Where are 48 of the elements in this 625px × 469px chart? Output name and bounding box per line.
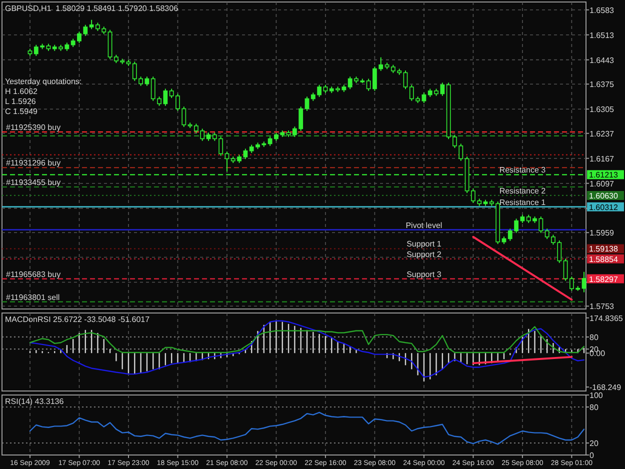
y-tick-label: 174.8365 — [590, 314, 624, 323]
y-tick-label: 1.6513 — [590, 30, 615, 40]
annotation: H 1.6062 — [5, 87, 38, 96]
ref-line-label: 1.60630 — [589, 191, 618, 200]
y-tick-label: 1.6583 — [590, 6, 615, 15]
y-tick-label: 1.6375 — [590, 80, 615, 90]
ref-line-label: 1.61213 — [589, 170, 618, 180]
chart-title: GBPUSD,H1 1.58029 1.58491 1.57920 1.58306 — [5, 4, 179, 13]
annotation: #11965683 buy — [6, 270, 61, 279]
y-tick-label: 20 — [590, 439, 599, 448]
line-series — [29, 326, 585, 354]
chart-title: RSI(14) 43.3136 — [5, 397, 64, 406]
annotation: Support 1 — [406, 240, 442, 249]
annotation: L 1.5926 — [5, 97, 36, 106]
y-tick-label: 80 — [590, 332, 599, 342]
y-tick-label: 1.5753 — [590, 302, 615, 312]
y-tick-label: 80 — [590, 403, 599, 412]
annotation: Resistance 2 — [499, 186, 546, 196]
y-tick-label: 1.6305 — [590, 105, 615, 114]
y-tick-label: 1.5959 — [590, 228, 615, 238]
annotation: Pivot level — [406, 220, 442, 230]
annotation: #11963801 sell — [6, 292, 60, 302]
y-tick-label: 100 — [590, 391, 604, 400]
candlestick — [422, 92, 426, 104]
ref-line-label: 1.58297 — [589, 274, 618, 284]
line-series — [29, 412, 585, 445]
y-tick-label: 1.6097 — [590, 179, 615, 188]
annotation: C 1.5949 — [5, 107, 38, 116]
candlestick — [304, 96, 310, 112]
chart-title: MACDonRSI 25.6722 -33.5048 -51.6017 — [5, 315, 150, 324]
annotation: Support 2 — [406, 250, 442, 259]
y-tick-label: 1.6167 — [590, 154, 615, 164]
ref-line-label: 1.58854 — [589, 254, 618, 264]
annotation: Yesterday quotations: — [5, 77, 82, 86]
annotation: Support 3 — [406, 270, 442, 279]
y-tick-label: 1.6237 — [590, 129, 615, 138]
annotation: #11925390 buy — [6, 122, 61, 132]
annotation: Resistance 3 — [499, 166, 546, 175]
y-tick-label: 1.6443 — [590, 56, 615, 65]
ref-line-label: 1.59138 — [589, 244, 618, 254]
y-tick-label: 0 — [590, 451, 594, 460]
candlestick — [403, 70, 408, 90]
candlestick — [563, 258, 568, 282]
annotation: #11931296 buy — [6, 158, 61, 168]
annotation: #11933455 buy — [6, 178, 61, 187]
annotation: Resistance 1 — [499, 198, 546, 207]
ref-line-label: 1.60312 — [589, 202, 618, 212]
y-tick-label: -168.249 — [590, 383, 622, 392]
